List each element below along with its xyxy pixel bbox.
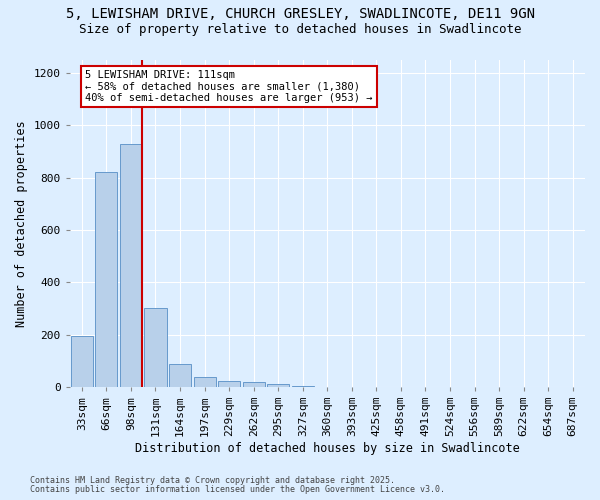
Text: 5 LEWISHAM DRIVE: 111sqm
← 58% of detached houses are smaller (1,380)
40% of sem: 5 LEWISHAM DRIVE: 111sqm ← 58% of detach… (85, 70, 373, 103)
Bar (242, 382, 265, 387)
Bar (95, 172, 118, 387)
Bar (169, 364, 191, 387)
Text: Contains public sector information licensed under the Open Government Licence v3: Contains public sector information licen… (30, 485, 445, 494)
Bar (194, 377, 215, 387)
Text: Contains HM Land Registry data © Crown copyright and database right 2025.: Contains HM Land Registry data © Crown c… (30, 476, 395, 485)
Text: 5, LEWISHAM DRIVE, CHURCH GRESLEY, SWADLINCOTE, DE11 9GN: 5, LEWISHAM DRIVE, CHURCH GRESLEY, SWADL… (65, 8, 535, 22)
X-axis label: Distribution of detached houses by size in Swadlincote: Distribution of detached houses by size … (135, 442, 520, 455)
Bar (71, 336, 93, 387)
Bar (267, 384, 289, 387)
Bar (120, 144, 142, 387)
Text: Size of property relative to detached houses in Swadlincote: Size of property relative to detached ho… (79, 22, 521, 36)
Bar (218, 381, 240, 387)
Y-axis label: Number of detached properties: Number of detached properties (15, 120, 28, 327)
Bar (292, 386, 314, 387)
Bar (145, 308, 167, 387)
